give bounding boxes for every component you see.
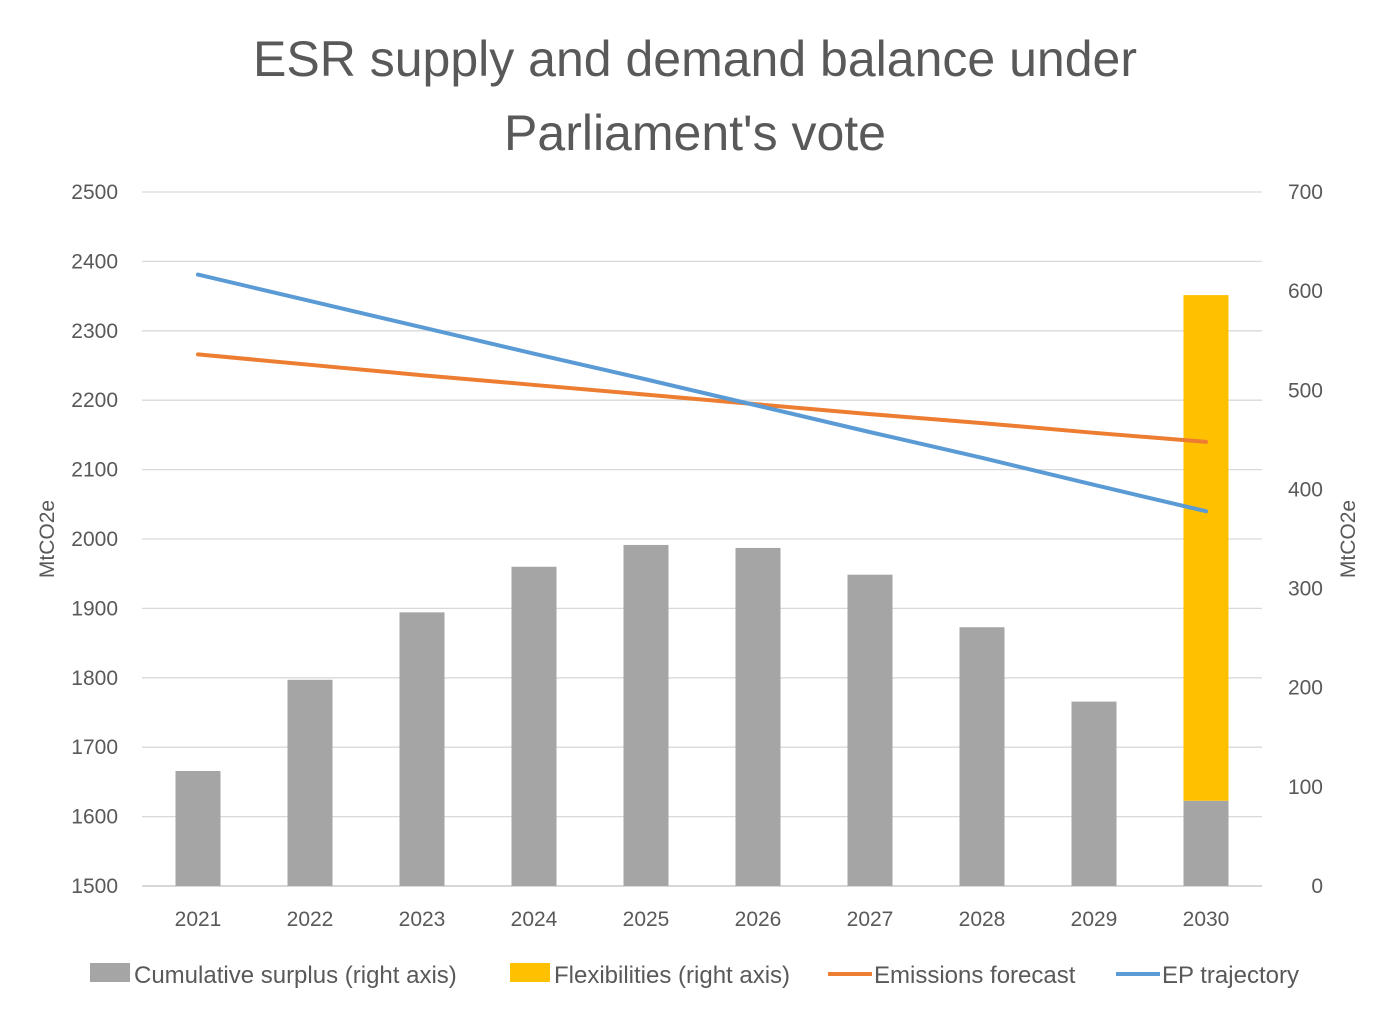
legend-label: Cumulative surplus (right axis) (134, 962, 457, 989)
line-series (196, 272, 1208, 514)
left-axis-tick-label: 2500 (71, 181, 118, 204)
legend-swatch (90, 963, 130, 982)
x-axis-tick-label: 2025 (623, 908, 670, 931)
right-axis-tick-label: 400 (1288, 478, 1323, 501)
chart-title-line: ESR supply and demand balance under (253, 31, 1137, 87)
series-line (196, 352, 1208, 444)
x-axis-tick-label: 2026 (735, 908, 782, 931)
left-axis-tick-label: 1600 (71, 806, 118, 829)
bar (287, 679, 333, 886)
bar (175, 770, 221, 886)
bar (511, 566, 557, 886)
left-axis-tick-label: 1900 (71, 597, 118, 620)
bar (1183, 295, 1229, 801)
left-axis-tick-label: 1800 (71, 667, 118, 690)
x-axis: 2021 2022 2023 2024 2025 2026 2027 2028 2029 2030 (175, 908, 1230, 931)
right-axis-tick-label: 700 (1288, 181, 1323, 204)
left-axis: 1500 1600 1700 1800 1900 2000 2100 2200 2300 2400… (36, 181, 118, 898)
right-axis-tick-label: 100 (1288, 776, 1323, 799)
series-line (196, 272, 1208, 514)
x-axis-tick-label: 2022 (287, 908, 334, 931)
x-axis-tick-label: 2024 (511, 908, 558, 931)
bar (1071, 701, 1117, 886)
x-axis-tick-label: 2028 (959, 908, 1006, 931)
right-axis: 0 100 200 300 400 500 600 700 MtCO2e (1288, 181, 1360, 898)
left-axis-tick-label: 2300 (71, 320, 118, 343)
left-axis-tick-label: 2100 (71, 459, 118, 482)
right-axis-tick-label: 200 (1288, 677, 1323, 700)
right-axis-tick-label: 300 (1288, 578, 1323, 601)
x-axis-tick-label: 2029 (1071, 908, 1118, 931)
right-axis-tick-label: 500 (1288, 379, 1323, 402)
legend-swatch (510, 963, 550, 982)
chart-title: ESR supply and demand balance under Parli… (253, 31, 1137, 161)
left-axis-tick-label: 1700 (71, 736, 118, 759)
legend: Cumulative surplus (right axis) Flexibili… (90, 962, 1299, 989)
bar (735, 547, 781, 886)
bar-series (175, 295, 1229, 886)
right-axis-tick-label: 0 (1311, 875, 1323, 898)
x-axis-tick-label: 2027 (847, 908, 894, 931)
legend-label: Flexibilities (right axis) (554, 962, 790, 989)
left-axis-title: MtCO2e (36, 500, 59, 578)
x-axis-tick-label: 2021 (175, 908, 222, 931)
legend-label: EP trajectory (1162, 962, 1299, 989)
bar (399, 612, 445, 886)
bar (847, 574, 893, 886)
right-axis-title: MtCO2e (1337, 500, 1360, 578)
right-axis-tick-label: 600 (1288, 280, 1323, 303)
x-axis-tick-label: 2023 (399, 908, 446, 931)
bar (959, 627, 1005, 886)
left-axis-tick-label: 2000 (71, 528, 118, 551)
bar (1183, 800, 1229, 886)
chart-title-line: Parliament's vote (504, 105, 886, 161)
legend-label: Emissions forecast (874, 962, 1076, 989)
bar (623, 544, 669, 886)
left-axis-tick-label: 2200 (71, 389, 118, 412)
x-axis-tick-label: 2030 (1183, 908, 1230, 931)
left-axis-tick-label: 2400 (71, 250, 118, 273)
left-axis-tick-label: 1500 (71, 875, 118, 898)
